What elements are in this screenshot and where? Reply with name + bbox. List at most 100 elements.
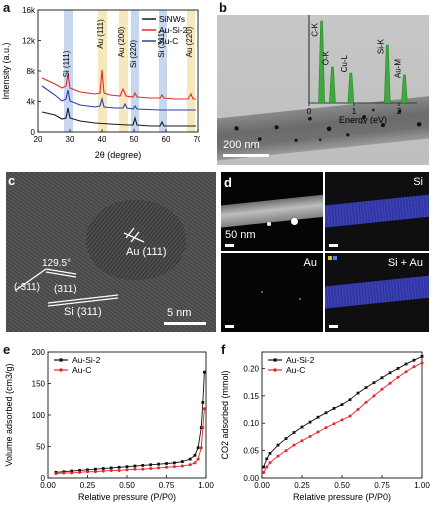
data-point — [324, 426, 328, 430]
data-point — [199, 446, 203, 450]
data-point — [340, 418, 344, 422]
data-point — [262, 471, 266, 475]
x-tick-label: 60 — [162, 135, 171, 144]
y-tick-label: 0.20 — [243, 364, 259, 373]
data-point — [172, 465, 176, 469]
data-point — [202, 407, 206, 411]
band-si111 — [64, 10, 73, 132]
data-point — [157, 462, 160, 466]
legend-label: Au-C — [159, 36, 178, 46]
data-point — [348, 398, 352, 402]
y-tick-label: 8k — [27, 67, 36, 76]
data-point — [62, 471, 66, 475]
data-point — [133, 467, 137, 471]
data-point — [364, 400, 368, 404]
data-point — [165, 462, 168, 465]
y-tick-label: 0.15 — [243, 392, 259, 401]
x-tick-label: 0.00 — [40, 481, 56, 490]
y-tick-label: 16k — [22, 6, 36, 15]
data-point — [388, 371, 392, 375]
data-point — [332, 422, 336, 426]
data-point — [117, 465, 121, 469]
co2-isotherm-chart: 0.00 0.25 0.50 0.75 1.00 0.00 0.05 0.10 0.15 0.20… — [220, 351, 430, 502]
data-point — [94, 467, 97, 471]
legend-marker — [273, 358, 277, 362]
peak-label: Au (200) — [117, 26, 126, 57]
x-tick-label: 0.75 — [374, 481, 390, 490]
legend-label: SiNWs — [159, 14, 185, 24]
band-au200 — [119, 10, 128, 132]
data-point — [316, 415, 320, 419]
data-point — [70, 471, 74, 475]
panel-e: e 0.00 0.25 0.50 0.75 1.00 0 50 100 150 200 Au-Si-… — [0, 342, 215, 512]
x-tick-label: 70 — [194, 135, 200, 144]
si-plane-label: Si (311) — [64, 306, 102, 318]
data-point — [196, 457, 200, 461]
data-point — [388, 381, 392, 385]
data-point — [292, 443, 296, 447]
data-point — [188, 463, 192, 467]
data-point — [101, 467, 105, 470]
legend-label: Au-Si-2 — [159, 25, 188, 35]
band-si311 — [159, 10, 167, 132]
panel-d: d 50 nm Si Au Si + Au — [221, 172, 429, 332]
data-point — [125, 465, 129, 469]
data-point — [356, 391, 360, 395]
data-point — [193, 461, 197, 465]
series-sinws — [41, 107, 196, 127]
data-point — [300, 425, 304, 429]
data-point — [196, 446, 200, 450]
data-point — [284, 437, 288, 440]
data-point — [308, 434, 312, 438]
data-point — [420, 361, 424, 365]
data-point — [324, 411, 328, 415]
x-tick-label: 0.25 — [294, 481, 310, 490]
band-au220 — [187, 10, 195, 132]
eds-peak-label: C-K — [311, 22, 320, 36]
scale-bar — [223, 154, 269, 157]
data-point — [372, 381, 376, 385]
data-point — [262, 465, 265, 469]
series-line — [263, 362, 423, 473]
y-tick-label: 0.00 — [243, 474, 259, 483]
y-tick-label: 4k — [27, 98, 36, 107]
data-point — [117, 468, 121, 472]
y-tick-label: 100 — [32, 411, 46, 420]
si-map-label: Si — [413, 176, 423, 188]
series-au-c — [41, 85, 196, 111]
xrd-chart: 20 30 40 50 60 70 0 4k 8k 12k 16k Si (111) Au (111)… — [1, 6, 200, 160]
data-point — [86, 470, 89, 474]
data-point — [316, 430, 320, 434]
map-si-au: Si + Au — [325, 253, 429, 332]
data-point — [265, 457, 269, 461]
x-tick-label: 40 — [98, 135, 107, 144]
legend-label: Au-Si-2 — [286, 355, 315, 365]
data-point — [380, 387, 384, 391]
data-point — [380, 376, 384, 380]
panel-label-d: d — [224, 175, 232, 190]
data-point — [364, 386, 368, 390]
band-si220 — [131, 10, 139, 132]
panel-c: c 129.5° (-311) (311) Au (111) Si (311) … — [6, 172, 216, 332]
panel-a: a 20 30 40 50 60 70 0 4k 8k 12k 16k Si (111) Au (11… — [0, 0, 200, 165]
x-tick-label: 0.00 — [254, 481, 270, 490]
x-tick-label: 1.00 — [198, 481, 214, 490]
panel-label-f: f — [221, 342, 226, 357]
y-tick-label: 0 — [41, 474, 46, 483]
data-point — [109, 466, 113, 470]
scale-bar — [164, 322, 206, 325]
scale-bar — [329, 244, 338, 247]
angle-label: 129.5° — [42, 258, 72, 269]
x-tick-label: 0.75 — [159, 481, 175, 490]
peak-label: Au (220) — [185, 26, 194, 57]
series-line — [55, 408, 205, 475]
data-point — [78, 470, 82, 474]
data-point — [420, 354, 424, 358]
tem-image: C-K O-K Cu-L Si-K Au-M 0 1 2 Energy (eV) 200 nm — [217, 15, 429, 165]
data-point — [86, 468, 89, 472]
data-point — [412, 365, 416, 369]
data-point — [149, 467, 153, 471]
y-tick-label: 0.05 — [243, 447, 259, 456]
data-point — [276, 443, 280, 447]
data-point — [101, 469, 105, 473]
